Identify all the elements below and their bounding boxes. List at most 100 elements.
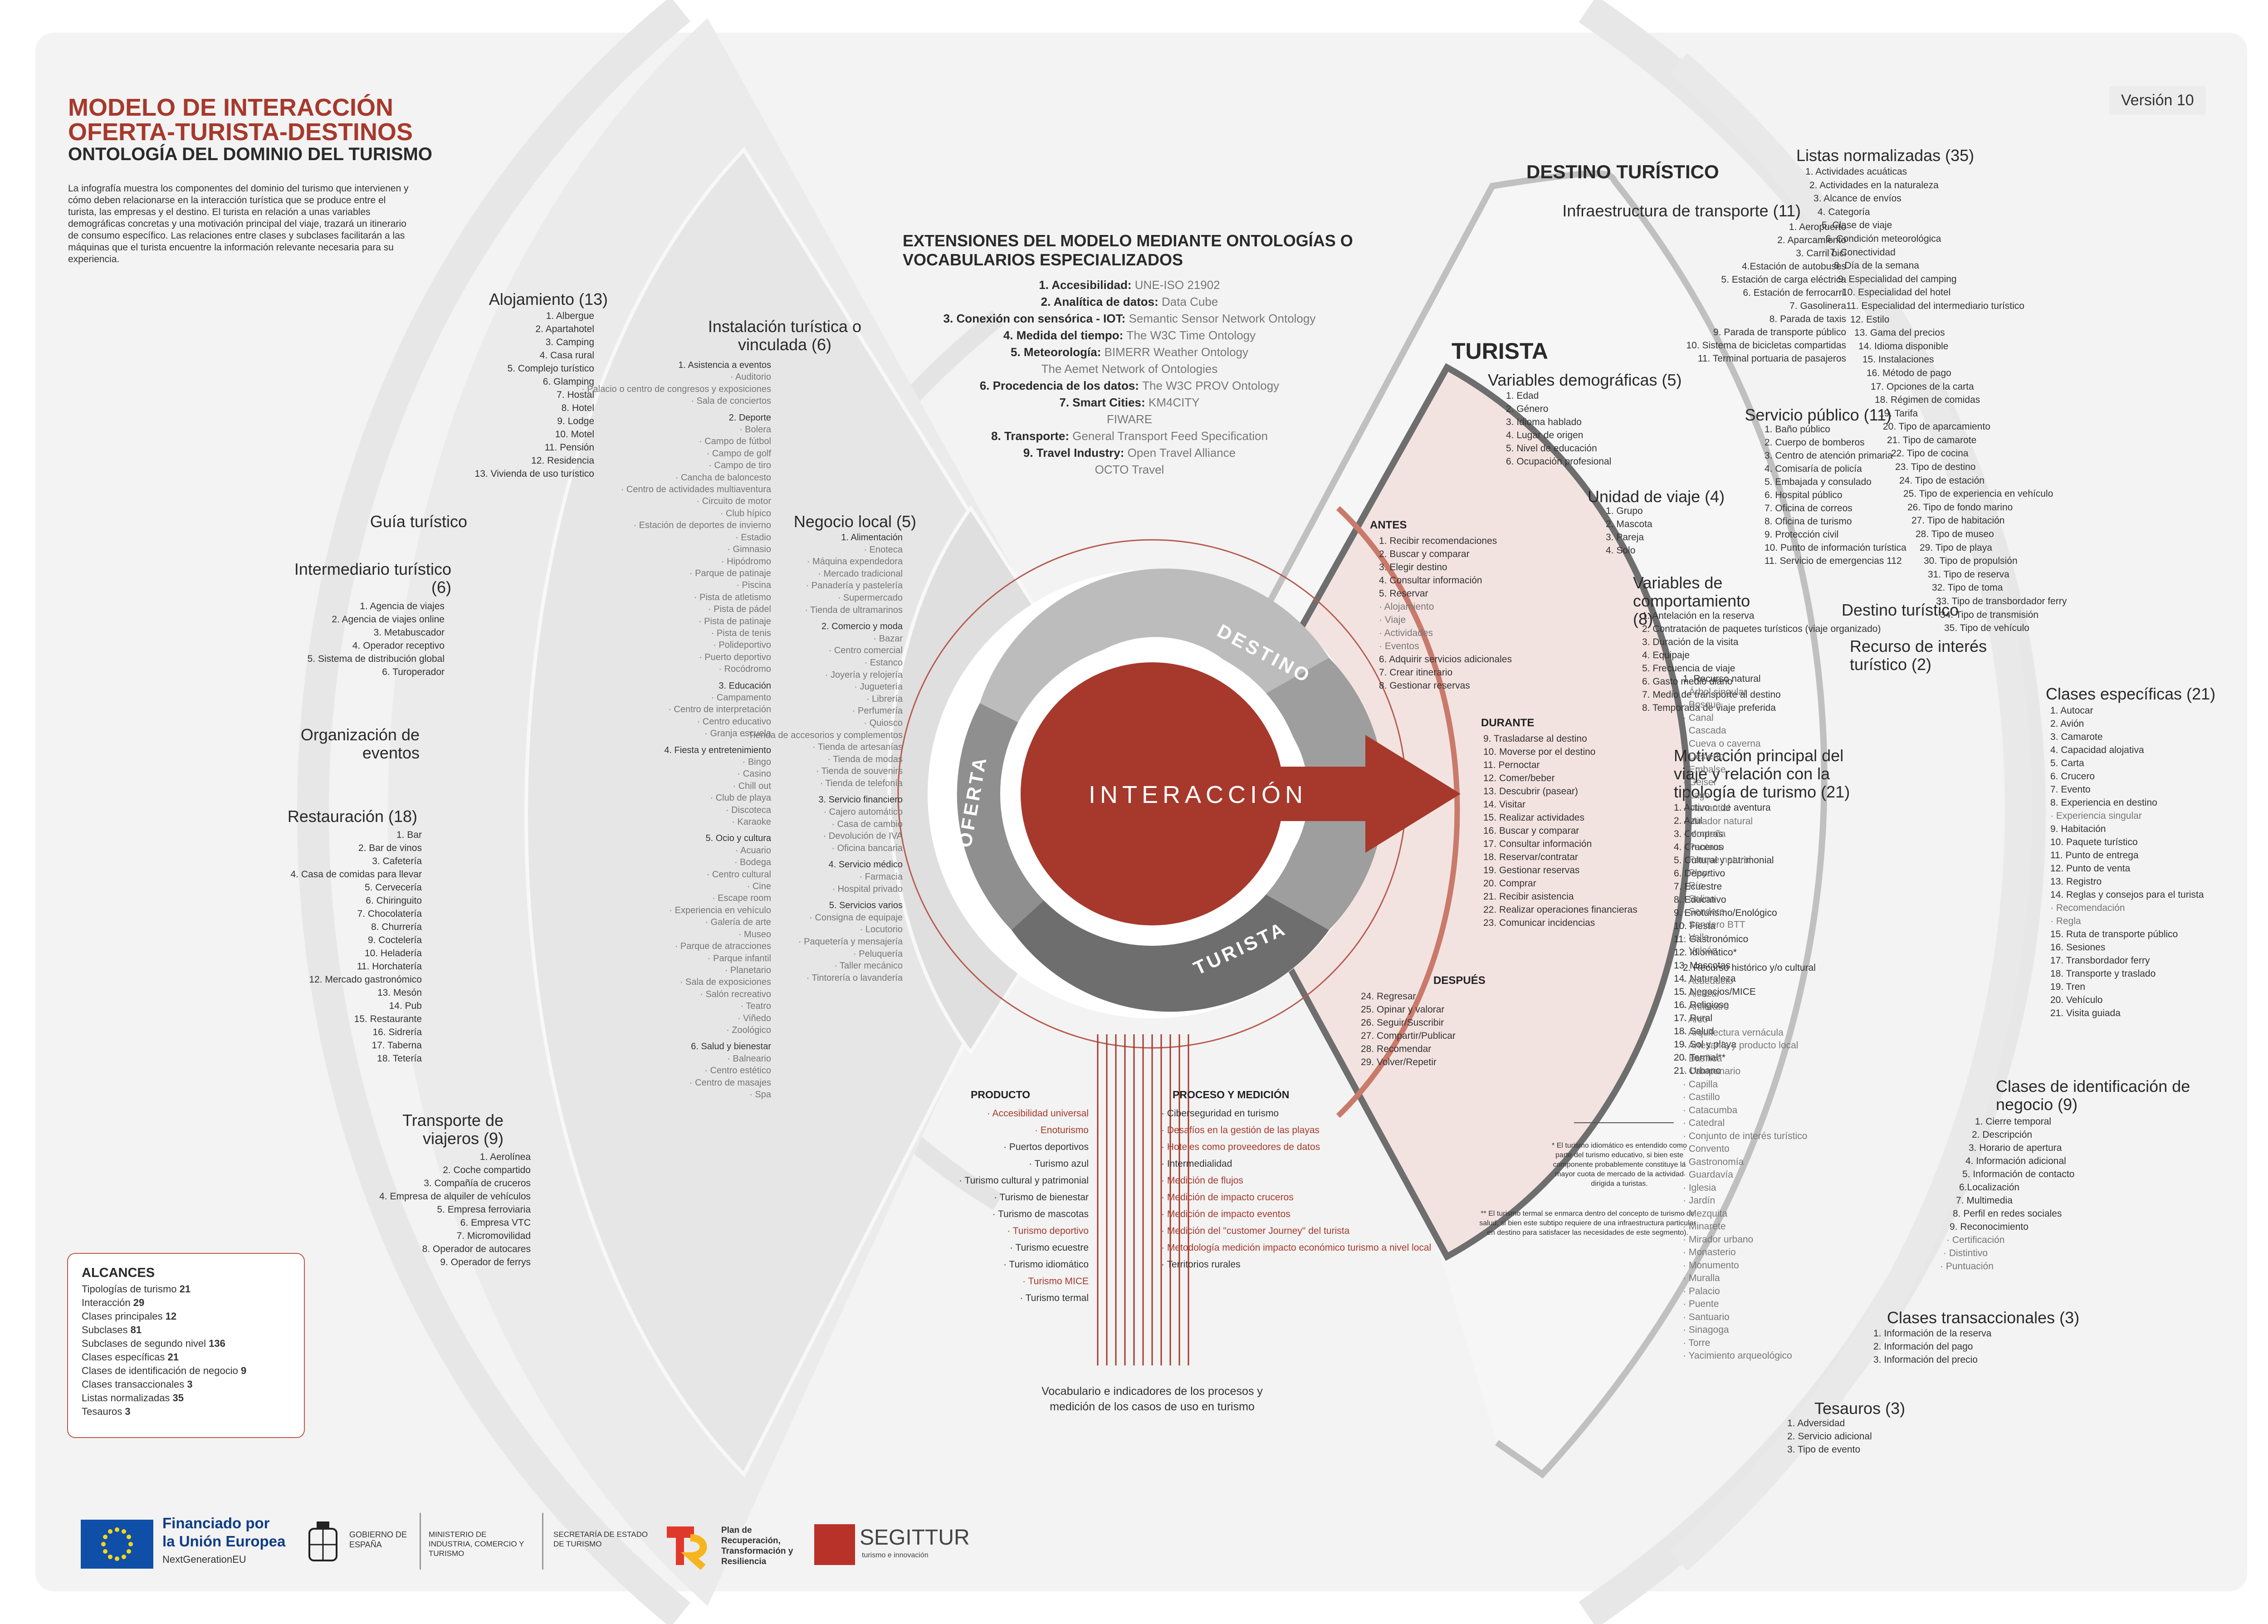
list-item: 20. Termal** [1674, 1052, 1726, 1063]
list-item: · Arquitectura vernácula [1683, 1027, 1784, 1038]
recurso-list: 1. Recurso natural · Árbol singular · Bosq… [1606, 673, 1996, 1363]
list-item: · Taller mecánico [834, 961, 903, 971]
list-item: 8. Experiencia en destino [2050, 797, 2157, 808]
list-item: 21. Visita guiada [2050, 1008, 2121, 1018]
list-item: · Certificación [1946, 1235, 2005, 1245]
list-item: 16. Sidrería [372, 1027, 422, 1037]
list-item: 4. Lugar de origen [1506, 430, 1584, 440]
list-item: 4. Casa rural [539, 350, 594, 361]
list-item: · Accesibilidad universal [987, 1108, 1089, 1119]
list-item: · Puntuación [1940, 1261, 1994, 1272]
especificas-list: 1. Autocar 2. Avión 3. Camarote 4. Capacida… [2050, 704, 2250, 1020]
unidad-title: Unidad de viaje (4) [1588, 487, 1725, 506]
list-item: · Balneario [727, 1053, 771, 1064]
list-item: · Campo de fútbol [699, 436, 771, 447]
list-item: 20. Vehículo [2050, 995, 2103, 1005]
extension-label: 7. Smart Cities: [1059, 396, 1149, 409]
destino-title: DESTINO TURÍSTICO [1526, 161, 1719, 182]
list-item: · Turismo cultural y patrimonial [959, 1175, 1089, 1186]
list-item: · Canal [1683, 712, 1714, 723]
list-item: 2. Cuerpo de bomberos [1765, 437, 1865, 448]
infraestructura-list: 1. Aeropuerto 2. Aparcamiento 3. Carril bi… [1529, 220, 1847, 365]
eu-line-1: Financiado por [162, 1515, 270, 1531]
alcances-label: Clases de identificación de negocio [82, 1365, 241, 1376]
list-item: 4. Operador receptivo [352, 641, 445, 651]
extension-value: The W3C PROV Ontology [1142, 379, 1280, 392]
transaccionales-title: Clases transaccionales (3) [1887, 1308, 2080, 1327]
list-item: 27. Tipo de habitación [1911, 515, 2005, 526]
extension-item: 4. Medida del tiempo: The W3C Time Ontol… [903, 327, 1356, 344]
list-item: 2. Agencia de viajes online [332, 614, 445, 625]
extension-item: OCTO Travel [903, 461, 1356, 478]
list-item: · Eventos [1379, 641, 1419, 651]
list-item: 9. Lodge [557, 416, 594, 426]
list-item: · Locutorio [860, 925, 903, 935]
alcances-label: Clases transaccionales [82, 1379, 187, 1390]
servicio-list: 1. Baño público 2. Cuerpo de bomberos 3. C… [1765, 423, 1973, 567]
list-item: · Monumento [1683, 1260, 1739, 1271]
list-item: · Polideportivo [713, 640, 771, 651]
list-item: · Montaña [1683, 829, 1726, 839]
list-item: 6. Adquirir servicios adicionales [1379, 654, 1512, 665]
list-item: · Joyería y relojería [825, 670, 903, 680]
subtitle: ONTOLOGÍA DEL DOMINIO DEL TURISMO [68, 144, 432, 164]
antes-list: 1. Recibir recomendaciones 2. Buscar y co… [1379, 534, 1574, 692]
producto-list: · Accesibilidad universal · Enoturismo · P… [862, 1105, 1089, 1306]
list-item: 8. Oficina de turismo [1765, 516, 1852, 527]
list-item: · Alcázar [1683, 988, 1720, 999]
alcances-row: Subclases 81 [82, 1323, 290, 1337]
list-item: 16. Sesiones [2050, 942, 2106, 953]
list-item: 6. Hospital público [1765, 490, 1843, 500]
list-item: 19. Sol y playa [1674, 1039, 1736, 1050]
list-item: 5. Clase de viaje [1822, 220, 1892, 231]
list-item: 12. Punto de venta [2050, 863, 2131, 874]
list-item: · Jardín [1683, 1195, 1716, 1206]
list-item: · Acueducto [1683, 975, 1733, 986]
extension-value: The W3C Time Ontology [1126, 328, 1256, 342]
list-item: 13. Descubrir (pasear) [1483, 786, 1578, 797]
extension-item: 5. Meteorología: BIMERR Weather Ontology [903, 344, 1356, 361]
list-item: 4. Cruceros [1674, 842, 1723, 852]
list-item: · Hospital privado [832, 884, 903, 894]
alcances-value: 136 [209, 1338, 225, 1349]
list-item: 6. Glamping [543, 377, 594, 387]
alojamiento-list: 1. Albergue 2. Apartahotel 3. Camping 4. Ca… [290, 309, 594, 480]
list-item: 21. Urbano [1674, 1066, 1721, 1076]
list-item: · Catedral [1683, 1118, 1725, 1128]
transaccionales-list: 1. Información de la reserva 2. Informaci… [1873, 1327, 2073, 1366]
list-item: · Acuario [735, 845, 771, 856]
list-item: 4. Servicio médico [828, 860, 903, 870]
list-item: · Puente [1683, 1299, 1719, 1309]
list-item: 14. Idioma disponible [1858, 341, 1949, 352]
list-item: 2. Descripción [1972, 1130, 2033, 1140]
list-item: 1. Información de la reserva [1873, 1328, 1992, 1339]
list-item: · Manantial [1683, 803, 1730, 813]
header: MODELO DE INTERACCIÓN OFERTA-TURISTA-DES… [68, 95, 476, 265]
list-item: 3. Camping [545, 337, 594, 347]
list-item: · Auditorio [730, 372, 771, 382]
alojamiento-title: Alojamiento (13) [489, 290, 608, 308]
list-item: · Centro de interpretación [668, 704, 771, 715]
extension-item: 8. Transporte: General Transport Feed Sp… [903, 428, 1356, 445]
list-item: 35. Tipo de vehículo [1944, 623, 2029, 634]
identificacion-title: Clases de identificación de negocio (9) [1996, 1077, 2190, 1114]
motivacion-list: 1. Activo o de aventura 2. Azul 3. Compras… [1674, 801, 1810, 1077]
list-item: 1. Aerolínea [479, 1152, 531, 1162]
list-item: 3. Cafetería [372, 856, 422, 866]
list-item [644, 895, 903, 900]
list-item: 1. Albergue [546, 311, 594, 321]
list-item: 2. Género [1506, 404, 1549, 414]
list-item: 24. Regresar [1361, 991, 1416, 1002]
extension-item: 3. Conexión con sensórica - IOT: Semanti… [903, 310, 1356, 327]
list-item: 9. Parada de transporte público [1713, 327, 1846, 338]
list-item: · Pista de patinaje [698, 616, 771, 626]
list-item: 26. Seguir/Suscribir [1361, 1017, 1444, 1028]
list-item: · Centro educativo [697, 716, 771, 727]
list-item: · Circuito de motor [696, 496, 772, 507]
list-item: 5. Empresa ferroviaria [437, 1204, 531, 1215]
list-item: 6. Turoperador [382, 667, 445, 677]
list-item: · Tintorería o lavandería [806, 973, 903, 983]
extension-item: 1. Accesibilidad: UNE-ISO 21902 [903, 277, 1356, 293]
list-item: 5. Reservar [1379, 588, 1428, 599]
transporte-title: Transporte de viajeros (9) [402, 1111, 503, 1148]
